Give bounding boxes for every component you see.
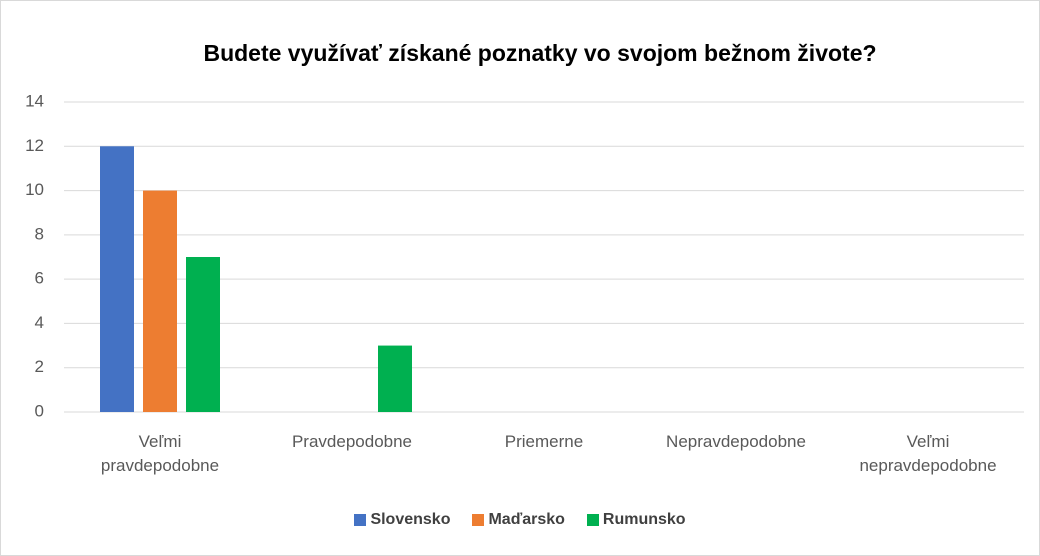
x-tick-label: Pravdepodobne: [291, 432, 413, 451]
bar: [143, 190, 177, 412]
bar: [378, 345, 412, 412]
chart-title: Budete využívať získané poznatky vo svoj…: [203, 40, 876, 66]
legend-swatch: [586, 514, 599, 526]
legend-swatch: [354, 514, 367, 526]
legend-label: Rumunsko: [602, 511, 686, 528]
legend-label: Slovensko: [370, 511, 451, 528]
y-tick-label: 6: [35, 269, 44, 288]
x-tick-label: Nepravdepodobne: [666, 432, 806, 451]
legend-label: Maďarsko: [488, 511, 565, 528]
y-tick-label: 12: [25, 136, 44, 155]
bar: [186, 257, 220, 412]
bar: [100, 146, 134, 413]
legend-item: Slovensko: [354, 511, 450, 529]
y-tick-label: 2: [35, 357, 44, 376]
legend-item: Maďarsko: [472, 511, 565, 529]
y-tick-label: 0: [35, 401, 44, 420]
x-tick-label: Priemerne: [504, 432, 584, 451]
x-tick-label: Veľmi pravdepodobne: [100, 432, 220, 475]
y-tick-label: 10: [25, 180, 44, 199]
legend-item: Rumunsko: [586, 511, 686, 529]
y-tick-label: 14: [25, 91, 44, 110]
x-tick-label: Veľmi nepravdepodobne: [859, 432, 997, 475]
legend-swatch: [472, 514, 485, 526]
y-tick-label: 4: [35, 313, 44, 332]
y-tick-label: 8: [35, 224, 44, 243]
legend: Slovensko Maďarsko Rumunsko: [0, 511, 1040, 529]
